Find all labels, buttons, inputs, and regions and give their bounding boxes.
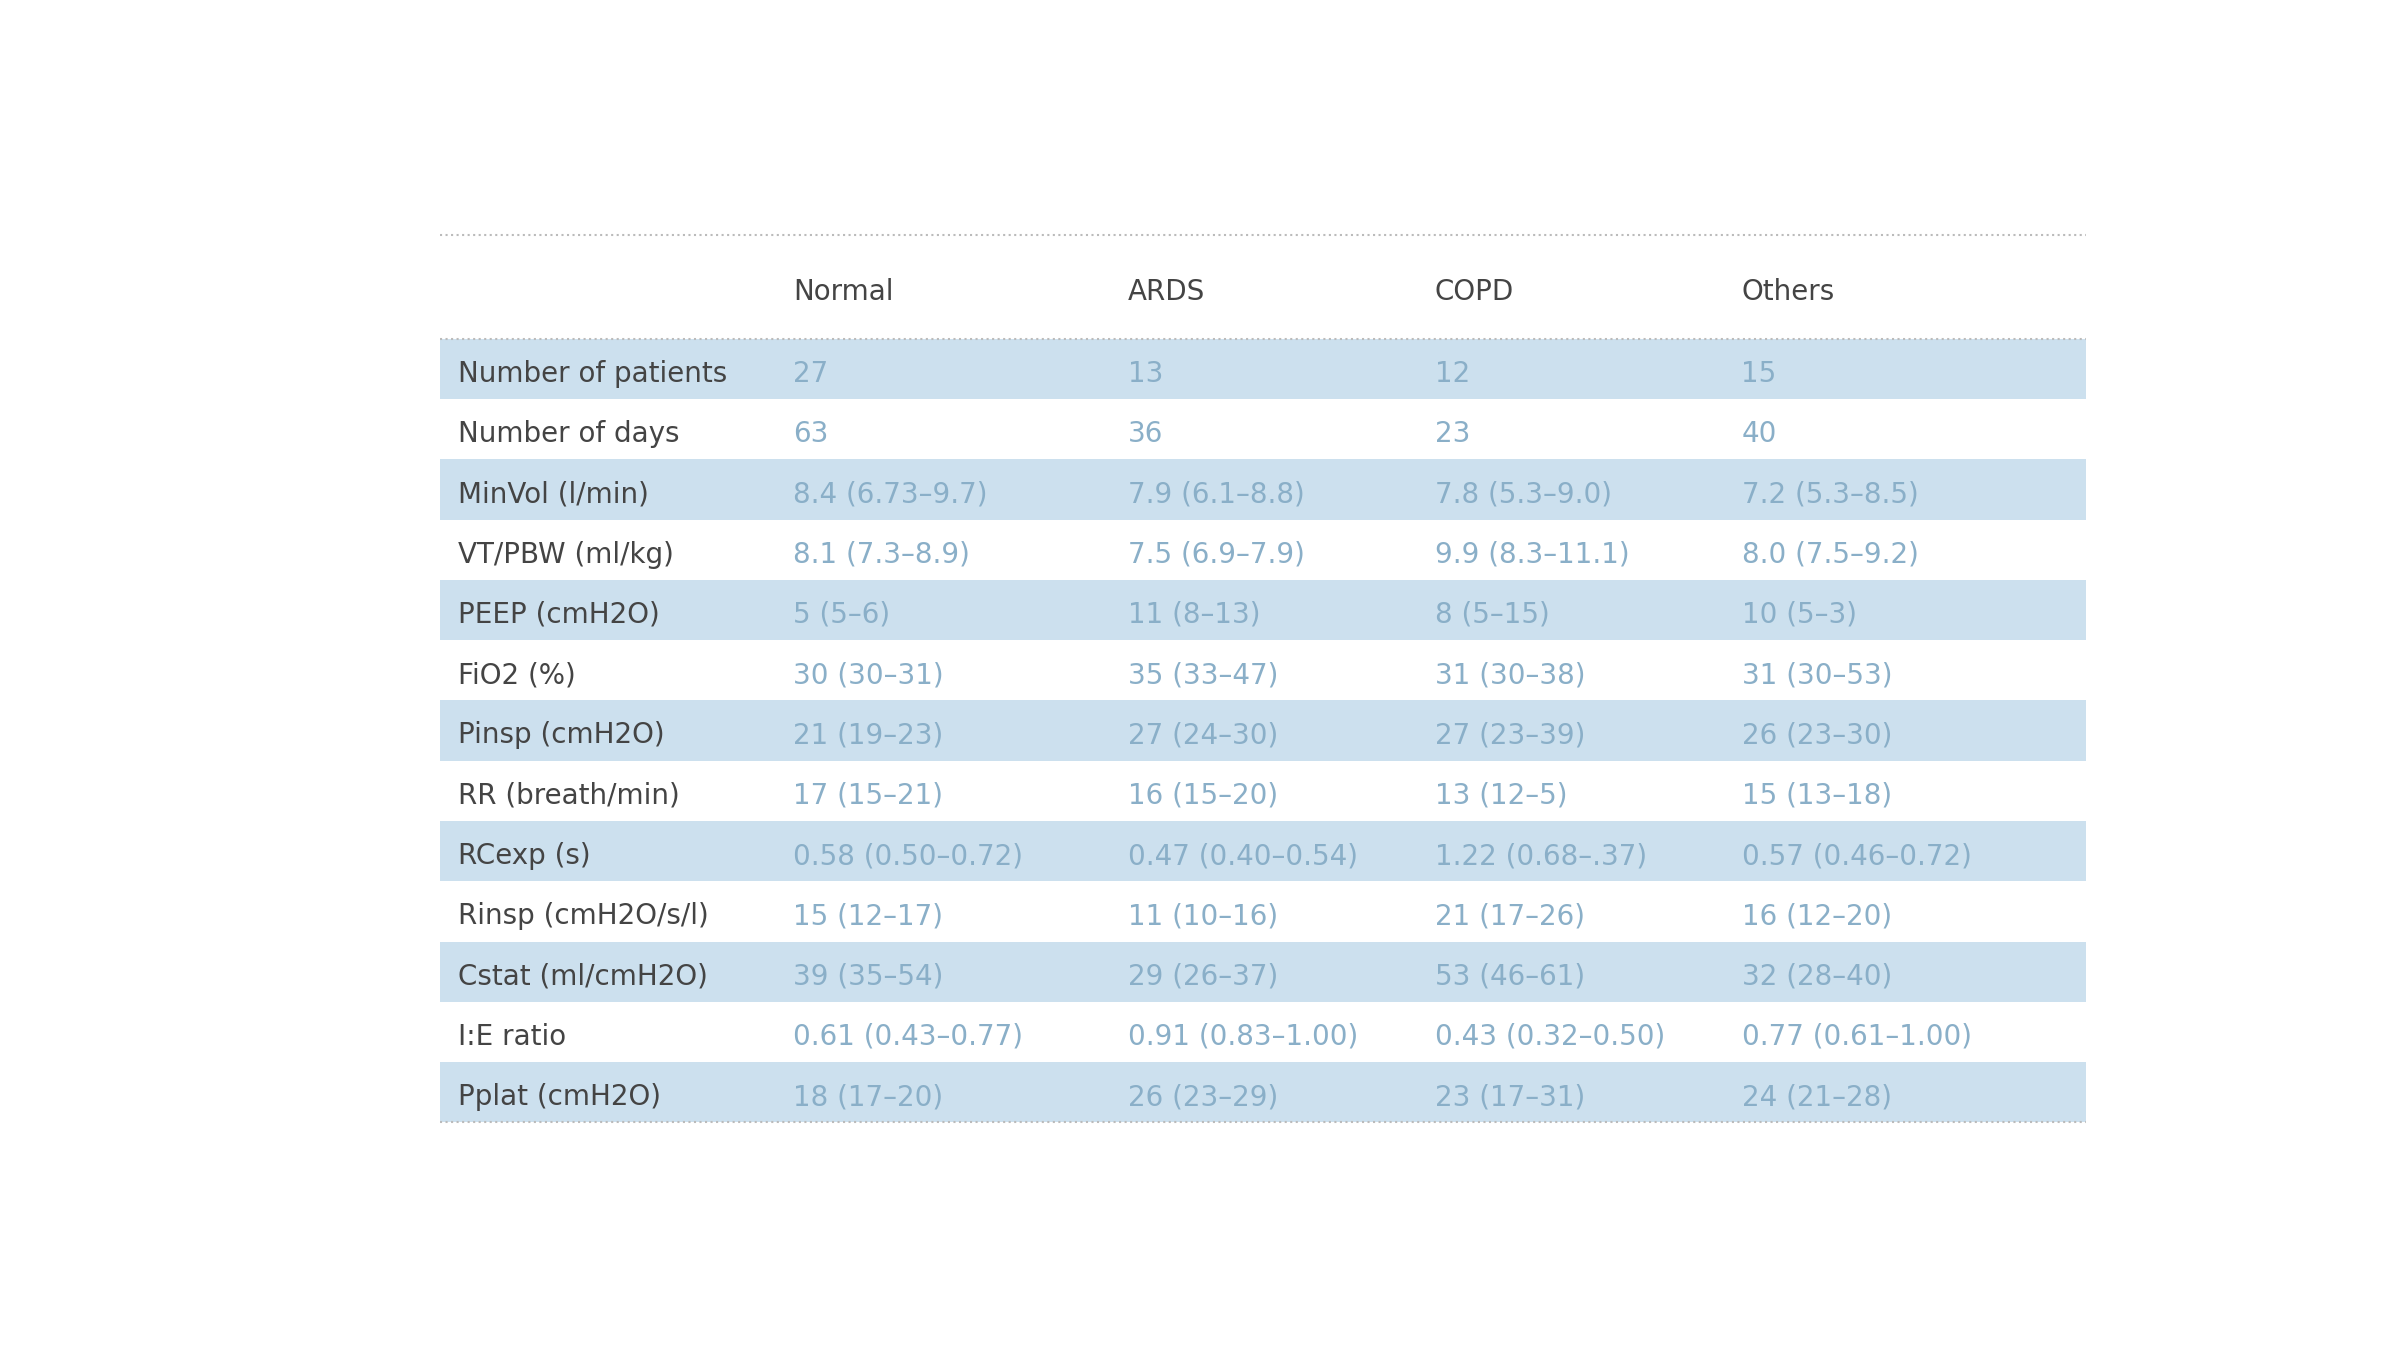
Text: 10 (5–3): 10 (5–3)	[1742, 601, 1858, 629]
Bar	[439, 701, 2086, 761]
Text: 8.1 (7.3–8.9): 8.1 (7.3–8.9)	[792, 540, 970, 568]
Text: 13: 13	[1128, 359, 1164, 387]
Text: MinVol (l/min): MinVol (l/min)	[458, 481, 648, 508]
Text: 15 (12–17): 15 (12–17)	[792, 902, 943, 930]
Text: 40: 40	[1742, 420, 1776, 448]
Bar	[439, 580, 2086, 640]
Text: 17 (15–21): 17 (15–21)	[792, 782, 943, 810]
Text: Number of patients: Number of patients	[458, 359, 727, 387]
Text: 0.43 (0.32–0.50): 0.43 (0.32–0.50)	[1435, 1023, 1666, 1050]
Text: 0.47 (0.40–0.54): 0.47 (0.40–0.54)	[1128, 842, 1358, 869]
Text: 0.91 (0.83–1.00): 0.91 (0.83–1.00)	[1128, 1023, 1358, 1050]
Text: Pinsp (cmH2O): Pinsp (cmH2O)	[458, 721, 665, 749]
Text: 8 (5–15): 8 (5–15)	[1435, 601, 1550, 629]
Text: 27 (24–30): 27 (24–30)	[1128, 721, 1277, 749]
Text: 7.8 (5.3–9.0): 7.8 (5.3–9.0)	[1435, 481, 1613, 508]
Text: 8.0 (7.5–9.2): 8.0 (7.5–9.2)	[1742, 540, 1918, 568]
Text: 11 (10–16): 11 (10–16)	[1128, 902, 1277, 930]
Bar	[439, 400, 2086, 459]
Text: 53 (46–61): 53 (46–61)	[1435, 963, 1584, 991]
Text: 9.9 (8.3–11.1): 9.9 (8.3–11.1)	[1435, 540, 1630, 568]
Text: RR (breath/min): RR (breath/min)	[458, 782, 679, 810]
Bar	[439, 882, 2086, 942]
Text: 39 (35–54): 39 (35–54)	[792, 963, 943, 991]
Text: 12: 12	[1435, 359, 1469, 387]
Bar	[439, 821, 2086, 882]
Bar	[439, 1002, 2086, 1062]
Text: 13 (12–5): 13 (12–5)	[1435, 782, 1567, 810]
Bar	[439, 1062, 2086, 1122]
Text: 15: 15	[1742, 359, 1776, 387]
Text: 23 (17–31): 23 (17–31)	[1435, 1083, 1584, 1111]
Text: 21 (19–23): 21 (19–23)	[792, 721, 943, 749]
Text: 16 (15–20): 16 (15–20)	[1128, 782, 1277, 810]
Text: Rinsp (cmH2O/s/l): Rinsp (cmH2O/s/l)	[458, 902, 708, 930]
Text: FiO2 (%): FiO2 (%)	[458, 662, 576, 688]
Text: 35 (33–47): 35 (33–47)	[1128, 662, 1279, 688]
Text: 0.58 (0.50–0.72): 0.58 (0.50–0.72)	[792, 842, 1022, 869]
Text: Normal: Normal	[792, 278, 893, 306]
Text: 63: 63	[792, 420, 828, 448]
Bar	[439, 339, 2086, 400]
Text: 23: 23	[1435, 420, 1469, 448]
Text: 27: 27	[792, 359, 828, 387]
Bar	[439, 520, 2086, 580]
Text: Cstat (ml/cmH2O): Cstat (ml/cmH2O)	[458, 963, 708, 991]
Text: 0.57 (0.46–0.72): 0.57 (0.46–0.72)	[1742, 842, 1970, 869]
Text: 21 (17–26): 21 (17–26)	[1435, 902, 1584, 930]
Text: 1.22 (0.68–.37): 1.22 (0.68–.37)	[1435, 842, 1646, 869]
Text: 27 (23–39): 27 (23–39)	[1435, 721, 1584, 749]
Text: 26 (23–29): 26 (23–29)	[1128, 1083, 1277, 1111]
Text: 30 (30–31): 30 (30–31)	[792, 662, 943, 688]
Bar	[439, 942, 2086, 1002]
Text: 31 (30–38): 31 (30–38)	[1435, 662, 1584, 688]
Text: 11 (8–13): 11 (8–13)	[1128, 601, 1260, 629]
Bar	[439, 640, 2086, 701]
Text: 32 (28–40): 32 (28–40)	[1742, 963, 1891, 991]
Text: 36: 36	[1128, 420, 1164, 448]
Text: 7.5 (6.9–7.9): 7.5 (6.9–7.9)	[1128, 540, 1306, 568]
Text: 0.77 (0.61–1.00): 0.77 (0.61–1.00)	[1742, 1023, 1970, 1050]
Bar	[439, 761, 2086, 821]
Text: Others: Others	[1742, 278, 1834, 306]
Text: 29 (26–37): 29 (26–37)	[1128, 963, 1277, 991]
Text: 15 (13–18): 15 (13–18)	[1742, 782, 1891, 810]
Text: 26 (23–30): 26 (23–30)	[1742, 721, 1891, 749]
Text: 7.2 (5.3–8.5): 7.2 (5.3–8.5)	[1742, 481, 1918, 508]
Text: ARDS: ARDS	[1128, 278, 1205, 306]
Text: 18 (17–20): 18 (17–20)	[792, 1083, 943, 1111]
Text: 16 (12–20): 16 (12–20)	[1742, 902, 1891, 930]
Text: 31 (30–53): 31 (30–53)	[1742, 662, 1891, 688]
Text: 7.9 (6.1–8.8): 7.9 (6.1–8.8)	[1128, 481, 1306, 508]
Text: COPD: COPD	[1435, 278, 1514, 306]
Text: 5 (5–6): 5 (5–6)	[792, 601, 890, 629]
Text: 0.61 (0.43–0.77): 0.61 (0.43–0.77)	[792, 1023, 1022, 1050]
Text: VT/PBW (ml/kg): VT/PBW (ml/kg)	[458, 540, 674, 568]
Bar	[439, 459, 2086, 520]
Text: 24 (21–28): 24 (21–28)	[1742, 1083, 1891, 1111]
Text: 8.4 (6.73–9.7): 8.4 (6.73–9.7)	[792, 481, 986, 508]
Text: RCexp (s): RCexp (s)	[458, 842, 590, 869]
Text: PEEP (cmH2O): PEEP (cmH2O)	[458, 601, 660, 629]
Text: Number of days: Number of days	[458, 420, 679, 448]
Text: Pplat (cmH2O): Pplat (cmH2O)	[458, 1083, 660, 1111]
Text: I:E ratio: I:E ratio	[458, 1023, 566, 1050]
